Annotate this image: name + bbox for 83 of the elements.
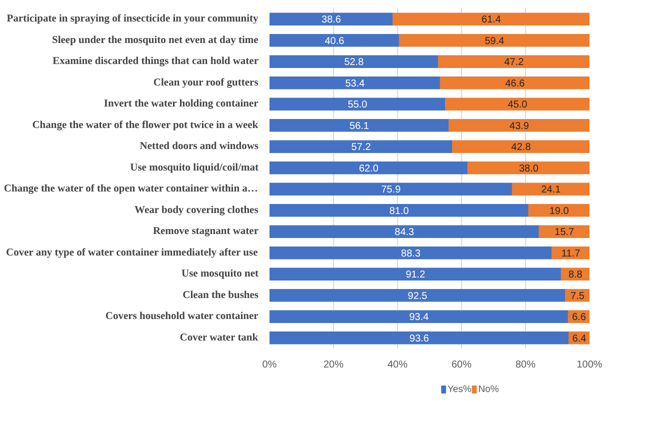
data-label: 15.7 — [554, 227, 575, 238]
data-label: 42.8 — [511, 142, 532, 154]
bar — [528, 204, 590, 217]
data-label: 19.0 — [549, 206, 570, 217]
data-label: 7.5 — [570, 290, 585, 302]
bar — [398, 34, 590, 47]
bar — [270, 98, 446, 110]
y-tick-label: Use mosquito net — [182, 268, 260, 280]
legend-label: No% — [478, 384, 500, 395]
data-label: 93.6 — [410, 333, 430, 344]
data-label: 46.6 — [505, 78, 526, 90]
bar — [448, 119, 590, 132]
bar — [452, 140, 590, 153]
bar — [270, 246, 553, 260]
data-label: 59.4 — [484, 36, 505, 47]
y-tick-label: Sleep under the mosquito net even at day time — [52, 34, 259, 46]
data-label: 88.3 — [401, 248, 421, 260]
bar — [270, 289, 566, 302]
data-label: 92.5 — [408, 290, 428, 302]
data-label: 38.6 — [322, 14, 342, 26]
bar — [538, 225, 590, 238]
bar — [270, 140, 454, 153]
data-label: 40.6 — [324, 36, 345, 47]
bar — [445, 98, 590, 110]
data-label: 6.4 — [572, 333, 587, 344]
bar — [270, 162, 468, 174]
bar — [440, 76, 590, 90]
y-tick-label: Clean your roof gutters — [153, 77, 258, 88]
data-label: 43.9 — [510, 120, 530, 132]
bar — [270, 34, 400, 47]
y-tick-label: Cover any type of water container immediately after use — [6, 247, 258, 258]
y-tick-label: Change the water of the flower pot twice in a week — [32, 120, 258, 131]
y-tick-label: Change the water of the open water container within a… — [4, 184, 258, 195]
bar — [270, 12, 394, 26]
y-tick-label: Remove stagnant water — [152, 226, 259, 238]
x-tick-label: 80% — [515, 360, 536, 370]
data-label: 56.1 — [350, 120, 370, 132]
data-label: 81.0 — [389, 206, 410, 217]
x-tick-label: 40% — [387, 360, 408, 370]
data-label: 52.8 — [344, 57, 364, 68]
bar — [270, 204, 530, 217]
data-label: 84.3 — [394, 227, 415, 238]
y-tick-label: Invert the water holding container — [104, 98, 259, 110]
y-tick-label: Clean the bushes — [182, 290, 259, 301]
data-label: 6.6 — [572, 312, 586, 324]
data-label: 53.4 — [345, 78, 366, 90]
y-tick-label: Covers household water container — [105, 311, 259, 322]
bar — [270, 310, 569, 323]
y-tick-label: Wear body covering clothes — [134, 204, 258, 216]
data-label: 45.0 — [508, 100, 528, 111]
bar — [438, 55, 590, 68]
y-tick-label: Examine discarded things that can hold water — [52, 56, 259, 68]
data-label: 57.2 — [351, 142, 372, 154]
data-label: 61.4 — [482, 14, 502, 26]
y-tick-label: Participate in spraying of insecticide in your community — [6, 14, 260, 25]
y-tick-label: Netted doors and windows — [140, 141, 259, 152]
data-label: 8.8 — [568, 270, 583, 281]
data-label: 38.0 — [518, 163, 539, 174]
data-label: 93.4 — [409, 312, 430, 324]
x-tick-label: 20% — [323, 360, 344, 370]
x-tick-label: 60% — [451, 360, 472, 370]
data-label: 75.9 — [381, 184, 402, 196]
data-label: 24.1 — [541, 184, 562, 196]
x-tick-label: 100% — [576, 360, 602, 370]
y-tick-label: Use mosquito liquid/coil/mat — [130, 162, 260, 174]
bar — [270, 182, 513, 196]
data-label: 62.0 — [358, 163, 379, 174]
bar — [270, 119, 450, 132]
bar — [392, 12, 590, 26]
x-tick-label: 0% — [262, 360, 277, 370]
bar — [270, 332, 570, 344]
y-tick-label: Cover water tank — [180, 332, 258, 344]
bar — [270, 268, 562, 280]
legend-label: Yes% — [448, 384, 472, 395]
bar — [512, 182, 590, 196]
data-label: 11.7 — [561, 248, 581, 260]
data-label: 91.2 — [406, 270, 426, 281]
data-label: 47.2 — [504, 57, 524, 68]
bar — [270, 55, 439, 68]
bar — [270, 76, 441, 90]
bar — [467, 162, 590, 174]
data-label: 55.0 — [348, 100, 368, 111]
bar — [270, 225, 540, 238]
